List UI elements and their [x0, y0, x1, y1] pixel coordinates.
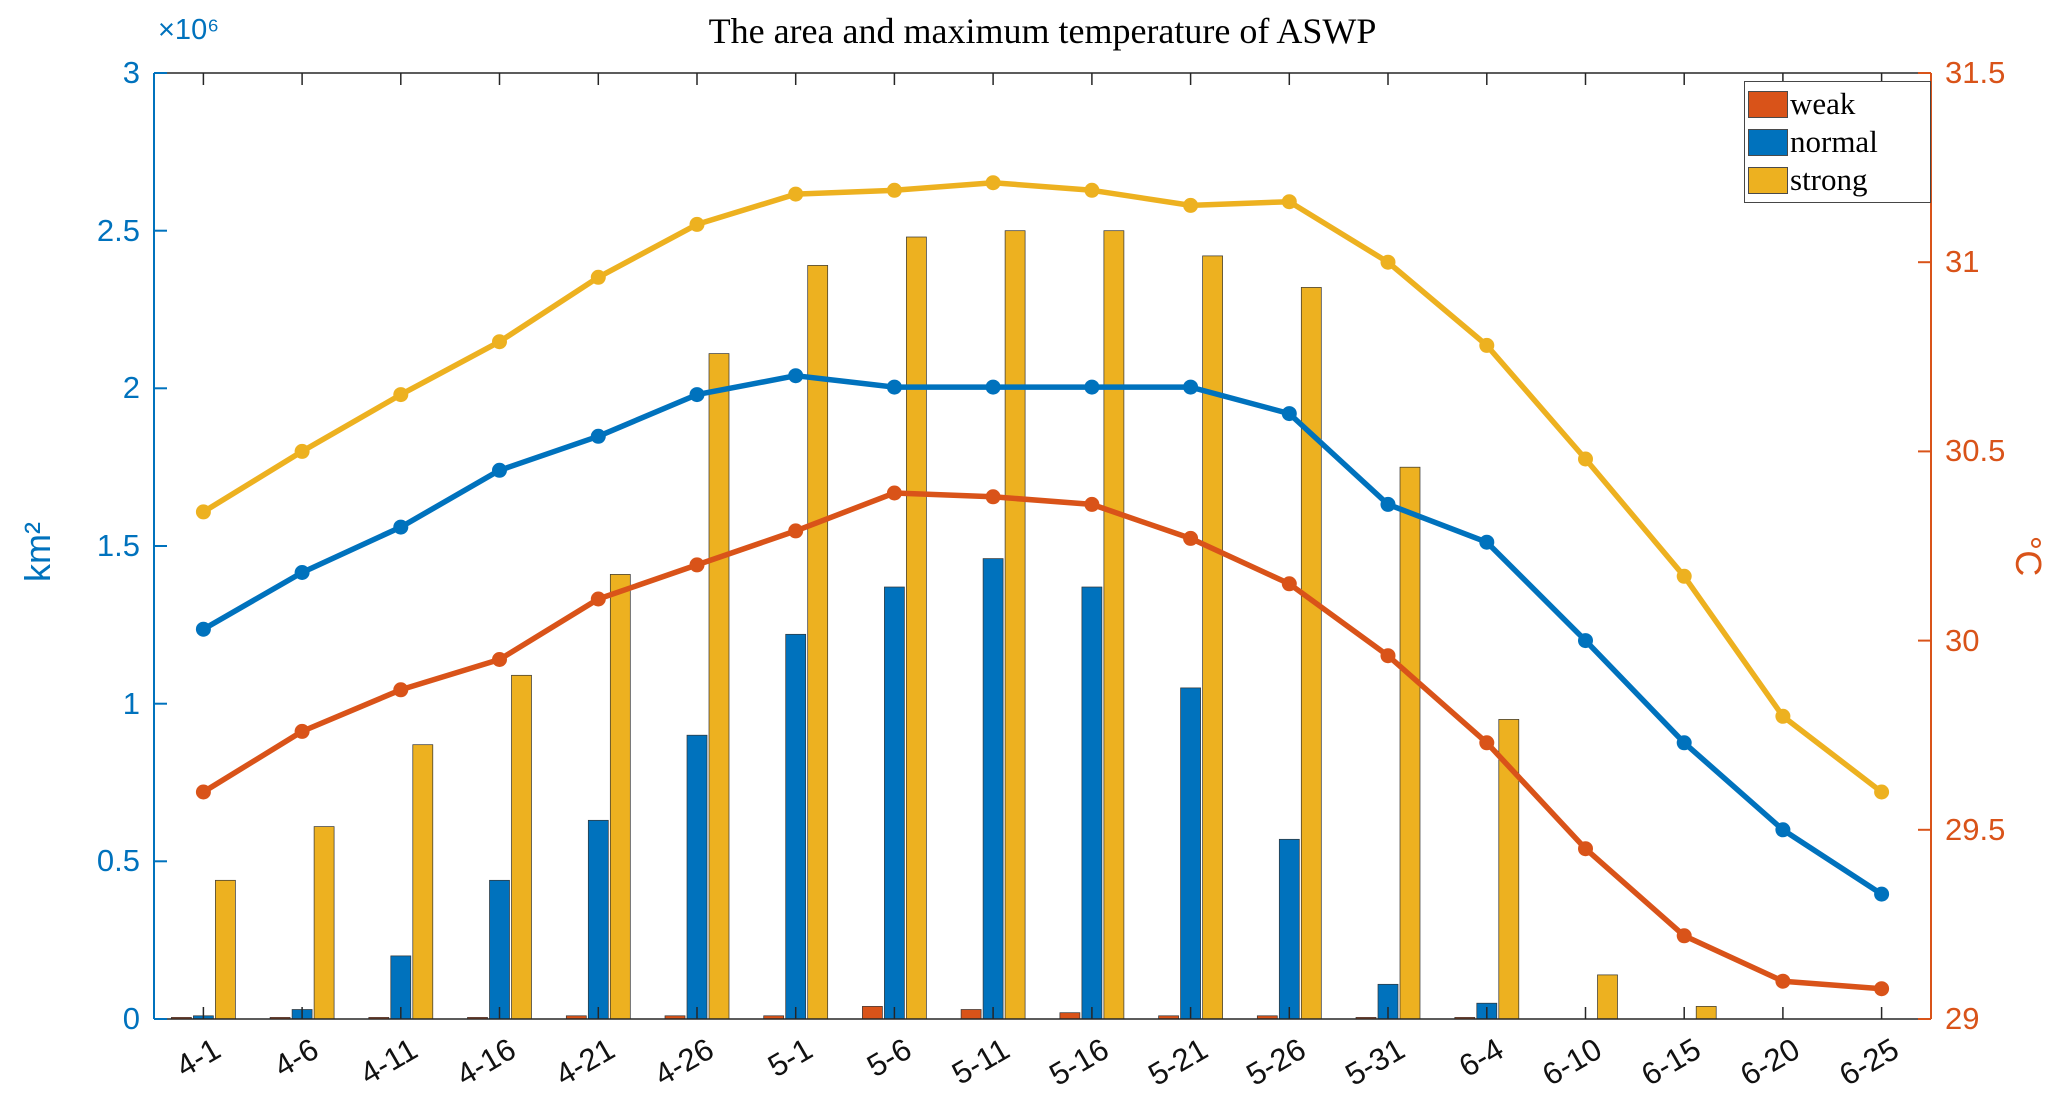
line-series-strong: [195, 175, 1890, 800]
left-axis-tick-label: 1.5: [96, 528, 140, 563]
left-axis-tick-label: 2.5: [96, 212, 140, 248]
right-axis-tick-label: 29: [1945, 1001, 1980, 1036]
bar-series-strong: [215, 230, 1717, 1020]
right-axis-tick-label: 30: [1945, 622, 1980, 658]
axes: [153, 72, 1932, 1020]
legend-swatch-strong: [1748, 166, 1788, 194]
left-axis-tick-label: 1: [122, 685, 140, 721]
legend: weak normal strong: [1744, 81, 1931, 203]
line-series-normal: [195, 368, 1890, 902]
right-axis-tick-label: 30.5: [1945, 433, 2006, 469]
bar-series-normal: [193, 558, 1498, 1020]
left-axis-multiplier: ×10⁶: [158, 14, 220, 46]
legend-label-strong: strong: [1790, 162, 1868, 197]
right-axis-tick-label: 31.5: [1945, 55, 2006, 90]
legend-label-weak: weak: [1790, 86, 1856, 121]
right-axis-label: °C: [2008, 535, 2049, 577]
left-axis-label: km²: [17, 522, 58, 582]
left-axis-tick-label: 0.5: [96, 843, 140, 879]
right-axis-tick-label: 31: [1945, 244, 1980, 280]
legend-swatch-weak: [1748, 90, 1788, 118]
right-axis-tick-label: 29.5: [1945, 811, 2006, 847]
legend-label-normal: normal: [1790, 124, 1878, 159]
left-axis-tick-label: 2: [122, 370, 140, 406]
line-series-weak: [195, 485, 1890, 997]
chart-title: The area and maximum temperature of ASWP: [708, 11, 1377, 51]
legend-item-normal: normal: [1748, 123, 1926, 161]
left-axis-tick-label: 0: [122, 1001, 140, 1036]
legend-swatch-normal: [1748, 128, 1788, 156]
legend-item-weak: weak: [1748, 85, 1926, 123]
legend-item-strong: strong: [1748, 161, 1926, 199]
left-axis-tick-label: 3: [122, 55, 140, 90]
